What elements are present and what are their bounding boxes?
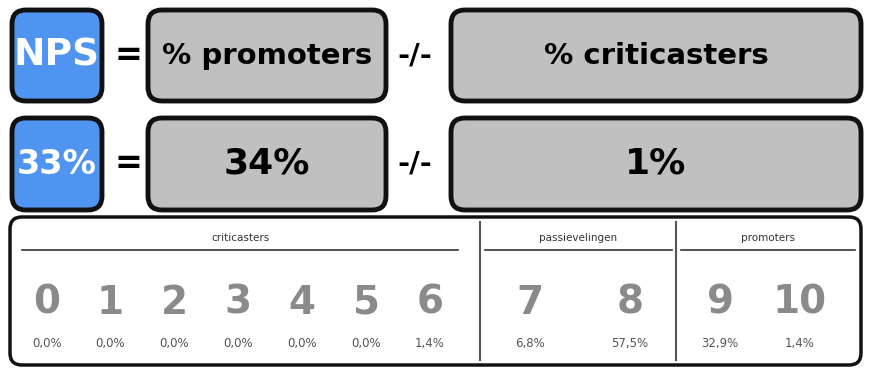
Text: 0,0%: 0,0% <box>95 336 125 350</box>
Text: 32,9%: 32,9% <box>701 336 739 350</box>
Text: 4: 4 <box>288 284 315 322</box>
Text: NPS: NPS <box>14 38 100 73</box>
FancyBboxPatch shape <box>12 118 102 210</box>
Text: 7: 7 <box>517 284 544 322</box>
Text: 0,0%: 0,0% <box>351 336 381 350</box>
Text: 3: 3 <box>225 284 252 322</box>
Text: 0,0%: 0,0% <box>159 336 189 350</box>
Text: criticasters: criticasters <box>211 233 269 243</box>
FancyBboxPatch shape <box>10 217 861 365</box>
Text: passievelingen: passievelingen <box>539 233 618 243</box>
Text: 1: 1 <box>97 284 124 322</box>
Text: 0: 0 <box>33 284 60 322</box>
Text: 8: 8 <box>617 284 644 322</box>
Text: =: = <box>114 147 142 181</box>
Text: 0,0%: 0,0% <box>223 336 253 350</box>
Text: -/-: -/- <box>397 150 432 178</box>
Text: 9: 9 <box>706 284 733 322</box>
Text: % criticasters: % criticasters <box>544 41 768 69</box>
Text: 5: 5 <box>353 284 380 322</box>
FancyBboxPatch shape <box>12 10 102 101</box>
Text: -/-: -/- <box>397 41 432 69</box>
Text: 1,4%: 1,4% <box>785 336 815 350</box>
Text: 57,5%: 57,5% <box>611 336 649 350</box>
Text: 1,4%: 1,4% <box>415 336 445 350</box>
FancyBboxPatch shape <box>148 118 386 210</box>
Text: % promoters: % promoters <box>162 41 372 69</box>
Text: =: = <box>114 39 142 72</box>
Text: 0,0%: 0,0% <box>32 336 62 350</box>
Text: 34%: 34% <box>224 147 310 181</box>
FancyBboxPatch shape <box>148 10 386 101</box>
Text: promoters: promoters <box>741 233 795 243</box>
Text: 10: 10 <box>773 284 827 322</box>
FancyBboxPatch shape <box>451 118 861 210</box>
Text: 6: 6 <box>416 284 443 322</box>
Text: 33%: 33% <box>17 147 97 181</box>
FancyBboxPatch shape <box>451 10 861 101</box>
Text: 1%: 1% <box>625 147 686 181</box>
Text: 0,0%: 0,0% <box>287 336 317 350</box>
Text: 6,8%: 6,8% <box>515 336 545 350</box>
Text: 2: 2 <box>160 284 187 322</box>
